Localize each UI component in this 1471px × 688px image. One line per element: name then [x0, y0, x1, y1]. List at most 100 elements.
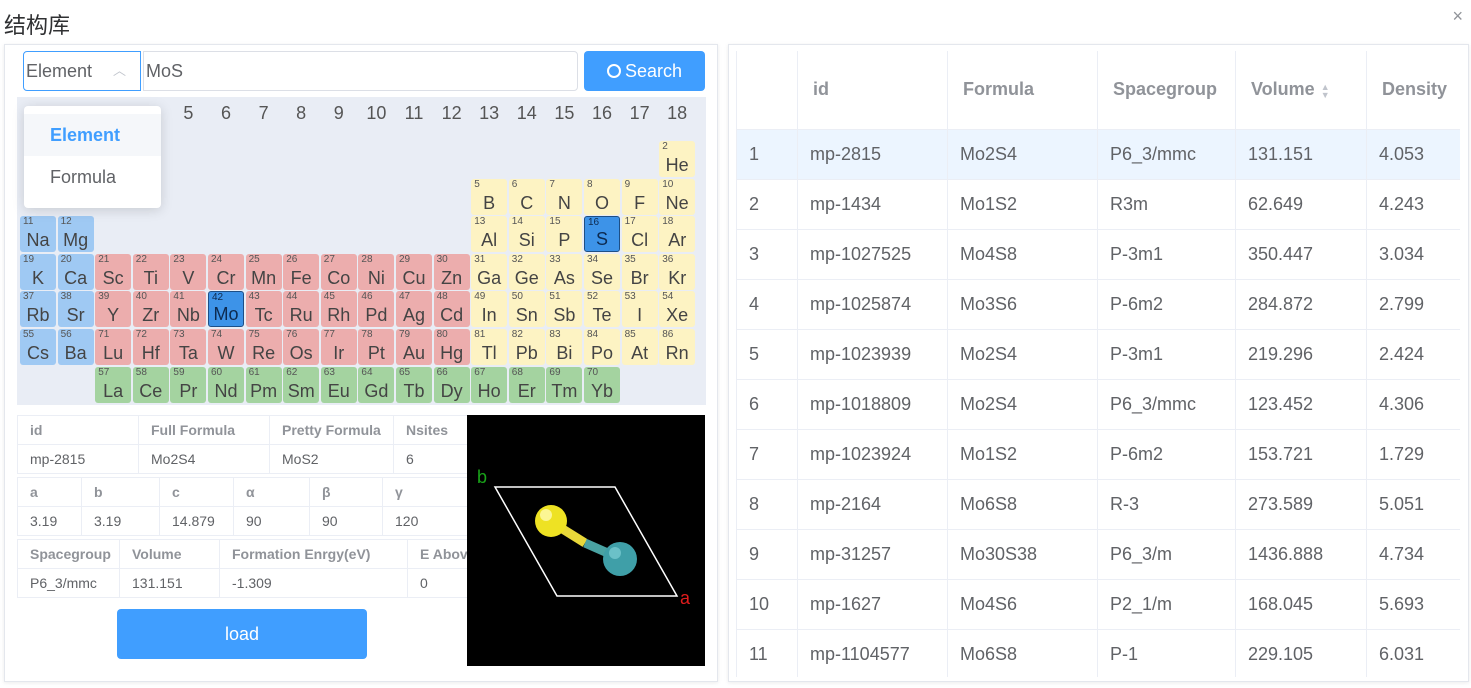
sort-caret-icon[interactable]: ▲ ▼ [1320, 81, 1330, 100]
element-tm[interactable]: 69 Tm [546, 367, 583, 403]
search-type-select[interactable]: Element ︿ [23, 51, 141, 91]
col-header-id[interactable]: id [797, 51, 948, 130]
element-se[interactable]: 34 Se [584, 253, 620, 290]
table-row[interactable]: 7 mp-1023924 Mo1S2 P-6m2 153.721 1.729 [736, 429, 1460, 480]
element-cd[interactable]: 48 Cd [433, 291, 470, 328]
element-mg[interactable]: 12 Mg [57, 216, 94, 253]
element-kr[interactable]: 36 Kr [659, 253, 696, 290]
element-pm[interactable]: 61 Pm [245, 367, 282, 403]
table-row[interactable]: 1 mp-2815 Mo2S4 P6_3/mmc 131.151 4.053 [736, 129, 1460, 180]
element-ag[interactable]: 47 Ag [396, 291, 432, 328]
element-zn[interactable]: 30 Zn [433, 253, 470, 290]
element-rn[interactable]: 86 Rn [659, 329, 696, 365]
element-w[interactable]: 74 W [208, 329, 244, 365]
element-pr[interactable]: 59 Pr [170, 367, 207, 403]
element-pt[interactable]: 78 Pt [358, 329, 395, 365]
load-button[interactable]: load [117, 609, 367, 659]
dropdown-option-element[interactable]: Element [24, 114, 161, 156]
element-ge[interactable]: 32 Ge [508, 253, 545, 290]
element-zr[interactable]: 40 Zr [132, 291, 169, 328]
element-tb[interactable]: 65 Tb [396, 367, 432, 403]
element-cl[interactable]: 17 Cl [621, 216, 658, 253]
element-ce[interactable]: 58 Ce [132, 367, 169, 403]
element-sn[interactable]: 50 Sn [508, 291, 545, 328]
col-header-volume[interactable]: Volume ▲ ▼ [1235, 51, 1367, 130]
element-po[interactable]: 84 Po [584, 329, 620, 365]
element-lu[interactable]: 71 Lu [95, 329, 132, 365]
element-rb[interactable]: 37 Rb [20, 291, 56, 328]
element-ba[interactable]: 56 Ba [57, 329, 94, 365]
col-header-density[interactable]: Density [1366, 51, 1460, 130]
element-ho[interactable]: 67 Ho [471, 367, 508, 403]
element-nd[interactable]: 60 Nd [208, 367, 244, 403]
element-ru[interactable]: 44 Ru [283, 291, 320, 328]
element-dy[interactable]: 66 Dy [433, 367, 470, 403]
element-sm[interactable]: 62 Sm [283, 367, 320, 403]
element-ca[interactable]: 20 Ca [57, 253, 94, 290]
element-rh[interactable]: 45 Rh [320, 291, 357, 328]
element-al[interactable]: 13 Al [471, 216, 508, 253]
element-gd[interactable]: 64 Gd [358, 367, 395, 403]
element-mn[interactable]: 25 Mn [245, 253, 282, 290]
table-row[interactable]: 3 mp-1027525 Mo4S8 P-3m1 350.447 3.034 [736, 229, 1460, 280]
element-os[interactable]: 76 Os [283, 329, 320, 365]
table-row[interactable]: 6 mp-1018809 Mo2S4 P6_3/mmc 123.452 4.306 [736, 379, 1460, 430]
element-he[interactable]: 2 He [659, 141, 696, 177]
element-ar[interactable]: 18 Ar [659, 216, 696, 253]
element-i[interactable]: 53 I [621, 291, 658, 328]
element-hf[interactable]: 72 Hf [132, 329, 169, 365]
element-mo[interactable]: 42 Mo [208, 291, 244, 328]
table-row[interactable]: 2 mp-1434 Mo1S2 R3m 62.649 4.243 [736, 179, 1460, 230]
element-as[interactable]: 33 As [546, 253, 583, 290]
element-co[interactable]: 27 Co [320, 253, 357, 290]
element-k[interactable]: 19 K [20, 253, 56, 290]
element-ne[interactable]: 10 Ne [659, 178, 696, 215]
element-sb[interactable]: 51 Sb [546, 291, 583, 328]
element-cr[interactable]: 24 Cr [208, 253, 244, 290]
element-s[interactable]: 16 S [584, 216, 620, 253]
structure-viewer[interactable]: b a [467, 415, 705, 666]
element-na[interactable]: 11 Na [20, 216, 56, 253]
element-hg[interactable]: 80 Hg [433, 329, 470, 365]
element-xe[interactable]: 54 Xe [659, 291, 696, 328]
element-si[interactable]: 14 Si [508, 216, 545, 253]
element-tc[interactable]: 43 Tc [245, 291, 282, 328]
element-ni[interactable]: 28 Ni [358, 253, 395, 290]
table-row[interactable]: 10 mp-1627 Mo4S6 P2_1/m 168.045 5.693 [736, 579, 1460, 630]
element-bi[interactable]: 83 Bi [546, 329, 583, 365]
element-yb[interactable]: 70 Yb [584, 367, 620, 403]
search-button[interactable]: Search [584, 51, 705, 91]
element-ir[interactable]: 77 Ir [320, 329, 357, 365]
element-p[interactable]: 15 P [546, 216, 583, 253]
table-row[interactable]: 4 mp-1025874 Mo3S6 P-6m2 284.872 2.799 [736, 279, 1460, 330]
element-re[interactable]: 75 Re [245, 329, 282, 365]
element-v[interactable]: 23 V [170, 253, 207, 290]
element-au[interactable]: 79 Au [396, 329, 432, 365]
element-eu[interactable]: 63 Eu [320, 367, 357, 403]
element-ta[interactable]: 73 Ta [170, 329, 207, 365]
col-header-formula[interactable]: Formula [947, 51, 1098, 130]
element-sr[interactable]: 38 Sr [57, 291, 94, 328]
element-tl[interactable]: 81 Tl [471, 329, 508, 365]
element-cs[interactable]: 55 Cs [20, 329, 56, 365]
table-row[interactable]: 9 mp-31257 Mo30S38 P6_3/m 1436.888 4.734 [736, 529, 1460, 580]
element-te[interactable]: 52 Te [584, 291, 620, 328]
element-sc[interactable]: 21 Sc [95, 253, 132, 290]
element-fe[interactable]: 26 Fe [283, 253, 320, 290]
element-cu[interactable]: 29 Cu [396, 253, 432, 290]
element-pd[interactable]: 46 Pd [358, 291, 395, 328]
search-input[interactable]: MoS [143, 51, 578, 91]
element-br[interactable]: 35 Br [621, 253, 658, 290]
element-pb[interactable]: 82 Pb [508, 329, 545, 365]
col-header-spacegroup[interactable]: Spacegroup [1097, 51, 1236, 130]
element-nb[interactable]: 41 Nb [170, 291, 207, 328]
table-row[interactable]: 8 mp-2164 Mo6S8 R-3 273.589 5.051 [736, 479, 1460, 530]
element-er[interactable]: 68 Er [508, 367, 545, 403]
table-row[interactable]: 5 mp-1023939 Mo2S4 P-3m1 219.296 2.424 [736, 329, 1460, 380]
element-ti[interactable]: 22 Ti [132, 253, 169, 290]
element-la[interactable]: 57 La [95, 367, 132, 403]
